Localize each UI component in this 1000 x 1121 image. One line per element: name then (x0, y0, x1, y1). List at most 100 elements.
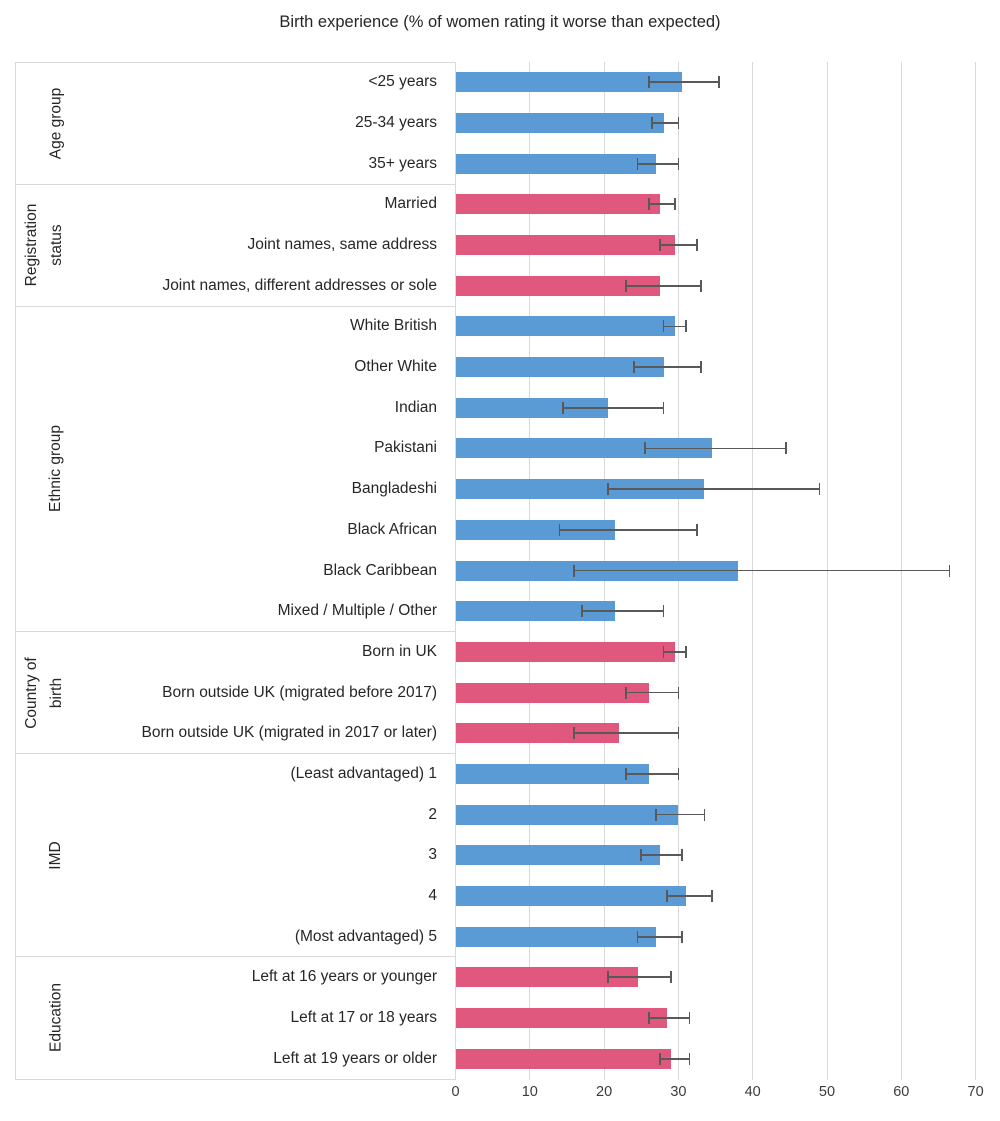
error-bar-line (607, 488, 820, 491)
gridline (975, 62, 977, 1080)
error-bar-line (626, 773, 679, 775)
category-label: (Least advantaged) 1 (290, 764, 438, 782)
error-bar-cap-low (658, 239, 661, 252)
error-bar-line (659, 1057, 690, 1060)
group-label: Country of birth (19, 632, 69, 754)
error-bar-line (648, 203, 675, 206)
category-label: White British (350, 317, 437, 335)
group-label: Registration status (19, 184, 69, 306)
error-bar-cap-high (688, 1052, 691, 1065)
error-bar-cap-low (658, 1052, 661, 1065)
bar (455, 153, 657, 174)
error-bar-cap-low (558, 523, 561, 536)
x-tick-label: 50 (818, 1084, 836, 1100)
error-bar-cap-high (699, 279, 702, 292)
category-label: Left at 19 years or older (273, 1049, 437, 1067)
error-bar-cap-low (647, 1011, 650, 1024)
error-bar-cap-low (644, 442, 646, 455)
error-bar-line (574, 732, 679, 735)
error-bar-line (644, 447, 787, 450)
group-label: Age group (44, 62, 69, 184)
bar (455, 479, 705, 500)
bar (455, 235, 675, 256)
bar (455, 601, 616, 622)
error-bar-line (659, 244, 697, 246)
error-bar-cap-high (696, 239, 698, 252)
error-bar-cap-high (677, 117, 680, 130)
bar (455, 397, 608, 418)
group-label-line: birth (48, 677, 65, 708)
error-bar-cap-low (625, 686, 628, 699)
bar (455, 357, 664, 378)
group-label-line: Registration (23, 203, 40, 287)
category-label: Married (384, 195, 437, 213)
x-tick-label: 10 (521, 1084, 538, 1100)
error-bar-cap-high (677, 686, 680, 699)
error-bar-line (637, 935, 683, 938)
group-label-line: Country of (23, 656, 40, 729)
x-tick-label: 30 (670, 1084, 687, 1100)
error-bar-line (626, 691, 679, 694)
error-bar-line (559, 528, 697, 531)
error-bar-cap-high (684, 320, 687, 333)
error-bar-cap-high (677, 727, 680, 740)
bar (455, 1048, 671, 1069)
category-label: 4 (428, 886, 437, 904)
group-label: Education (44, 957, 69, 1079)
error-bar-cap-high (677, 767, 680, 780)
group-label: Ethnic group (44, 306, 69, 631)
panel-divider (15, 753, 456, 755)
error-bar-cap-high (785, 442, 788, 455)
category-label: Bangladeshi (351, 480, 437, 498)
error-bar-line (626, 284, 701, 287)
error-bar-line (648, 1017, 690, 1019)
error-bar-cap-high (948, 564, 951, 577)
error-bar-cap-high (662, 605, 665, 618)
bar (455, 967, 638, 988)
error-bar-line (633, 366, 701, 368)
category-label: <25 years (368, 73, 437, 91)
error-bar-cap-low (647, 76, 650, 89)
bar (455, 641, 675, 662)
error-bar-line (563, 406, 664, 409)
category-label: Joint names, different addresses or sole (162, 276, 437, 294)
bar (455, 72, 683, 93)
error-bar-cap-high (677, 157, 680, 170)
error-bar-cap-high (662, 401, 665, 414)
category-label: Mixed / Multiple / Other (277, 602, 437, 620)
bar (455, 804, 679, 825)
category-label: 35+ years (368, 154, 437, 172)
category-label: Indian (394, 398, 437, 416)
category-label: Pakistani (374, 439, 437, 457)
error-bar-line (652, 122, 679, 124)
bar (455, 723, 619, 744)
error-bar-cap-low (573, 727, 576, 740)
error-bar-cap-low (666, 889, 669, 902)
bar (455, 113, 664, 134)
error-bar-cap-high (670, 971, 672, 984)
error-bar-cap-low (632, 361, 635, 374)
error-bar-cap-high (681, 930, 683, 943)
category-label: Born outside UK (migrated before 2017) (162, 683, 437, 701)
category-label: Left at 17 or 18 years (290, 1008, 437, 1026)
panel-divider (15, 305, 456, 307)
error-bar-cap-low (662, 320, 665, 333)
error-bar-line (656, 813, 705, 816)
bar (455, 519, 616, 540)
panel-divider (15, 61, 456, 63)
error-bar-cap-low (606, 483, 609, 496)
bar (455, 926, 657, 947)
error-bar-line (607, 976, 671, 979)
error-bar-cap-high (710, 889, 713, 902)
x-tick-label: 70 (967, 1084, 984, 1100)
panel-divider (15, 956, 456, 958)
error-bar-line (648, 81, 720, 84)
error-bar-cap-high (681, 849, 683, 862)
error-bar-cap-high (673, 198, 676, 211)
category-label: Black Caribbean (323, 561, 437, 579)
group-label-line: status (48, 224, 65, 266)
panel-divider (15, 183, 456, 185)
category-label: 25-34 years (355, 114, 437, 132)
error-bar-line (574, 569, 950, 572)
